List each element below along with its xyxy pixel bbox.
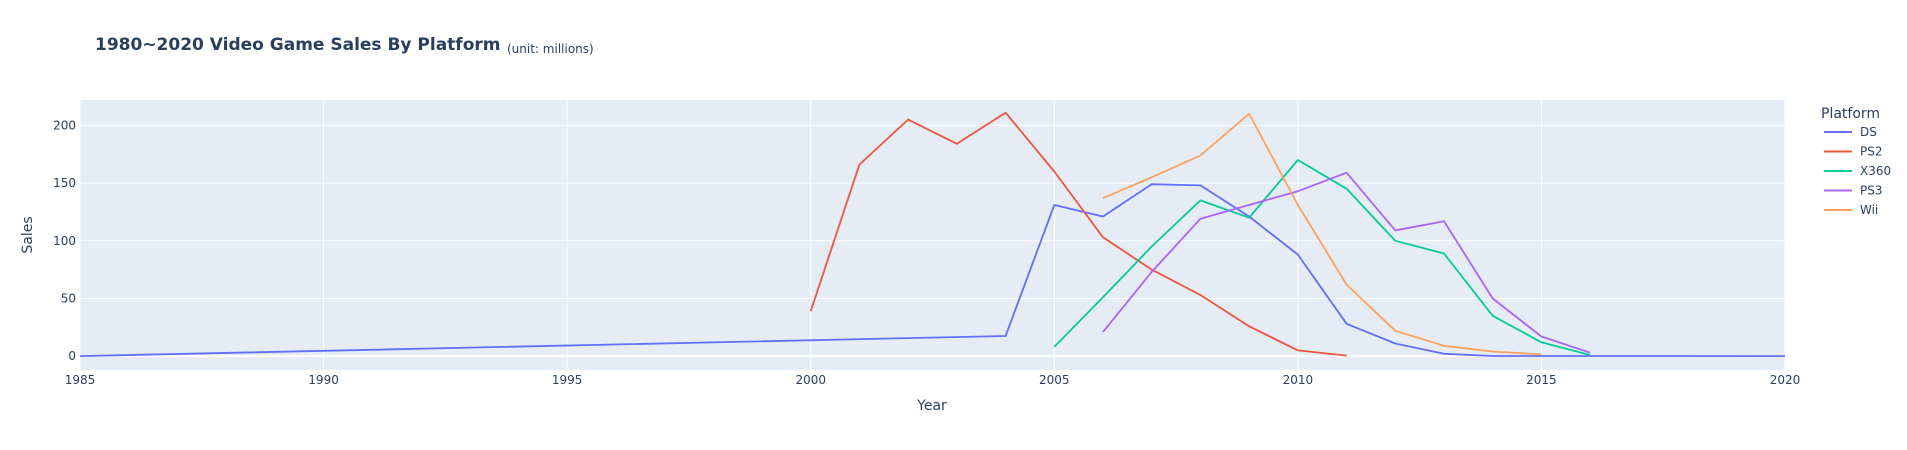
y-tick-label: 200 [53,118,76,132]
legend-label: X360 [1860,164,1891,178]
x-tick-label: 1985 [65,373,96,387]
legend-title: Platform [1821,106,1880,122]
series-line-ps2 [809,111,1347,357]
legend-items: DS PS2 X360 PS3 Wii [1824,125,1891,217]
x-tick-label: 1990 [308,373,339,387]
legend: Platform DS PS2 X360 PS3 Wii [1821,106,1891,217]
x-tick-label: 2015 [1526,373,1557,387]
x-tick-label: 1995 [552,373,583,387]
x-axis-title: Year [916,398,947,414]
x-gridlines [79,100,1786,370]
x-tick-label: 2010 [1283,373,1314,387]
legend-item-ps2[interactable]: PS2 [1824,145,1883,159]
chart-subtitle: (unit: millions) [507,42,594,56]
series-lines [79,111,1786,358]
series-line-ps3 [1102,171,1591,354]
series-line-ds [79,183,1786,358]
x-tick-label: 2000 [795,373,826,387]
legend-label: PS2 [1860,145,1883,159]
plot-area [80,100,1785,370]
y-tick-label: 150 [53,176,76,190]
y-tick-label: 100 [53,234,76,248]
y-tick-label: 50 [61,291,76,305]
y-axis-title: Sales [20,216,36,253]
legend-item-x360[interactable]: X360 [1824,164,1891,178]
y-tick-label: 0 [68,349,76,363]
legend-item-ds[interactable]: DS [1824,125,1877,139]
series-line-wii [1102,112,1542,356]
y-axis-ticks: 0 50 100 150 200 [53,118,76,363]
legend-item-wii[interactable]: Wii [1824,203,1878,217]
legend-label: PS3 [1860,184,1883,198]
chart-title: 1980~2020 Video Game Sales By Platform [95,35,501,55]
x-tick-label: 2020 [1770,373,1801,387]
legend-label: Wii [1860,203,1878,217]
series-line-x360 [1053,159,1591,356]
legend-label: DS [1860,125,1877,139]
x-tick-label: 2005 [1039,373,1070,387]
legend-item-ps3[interactable]: PS3 [1824,184,1883,198]
x-axis-ticks: 1985 1990 1995 2000 2005 2010 2015 2020 [65,373,1801,387]
